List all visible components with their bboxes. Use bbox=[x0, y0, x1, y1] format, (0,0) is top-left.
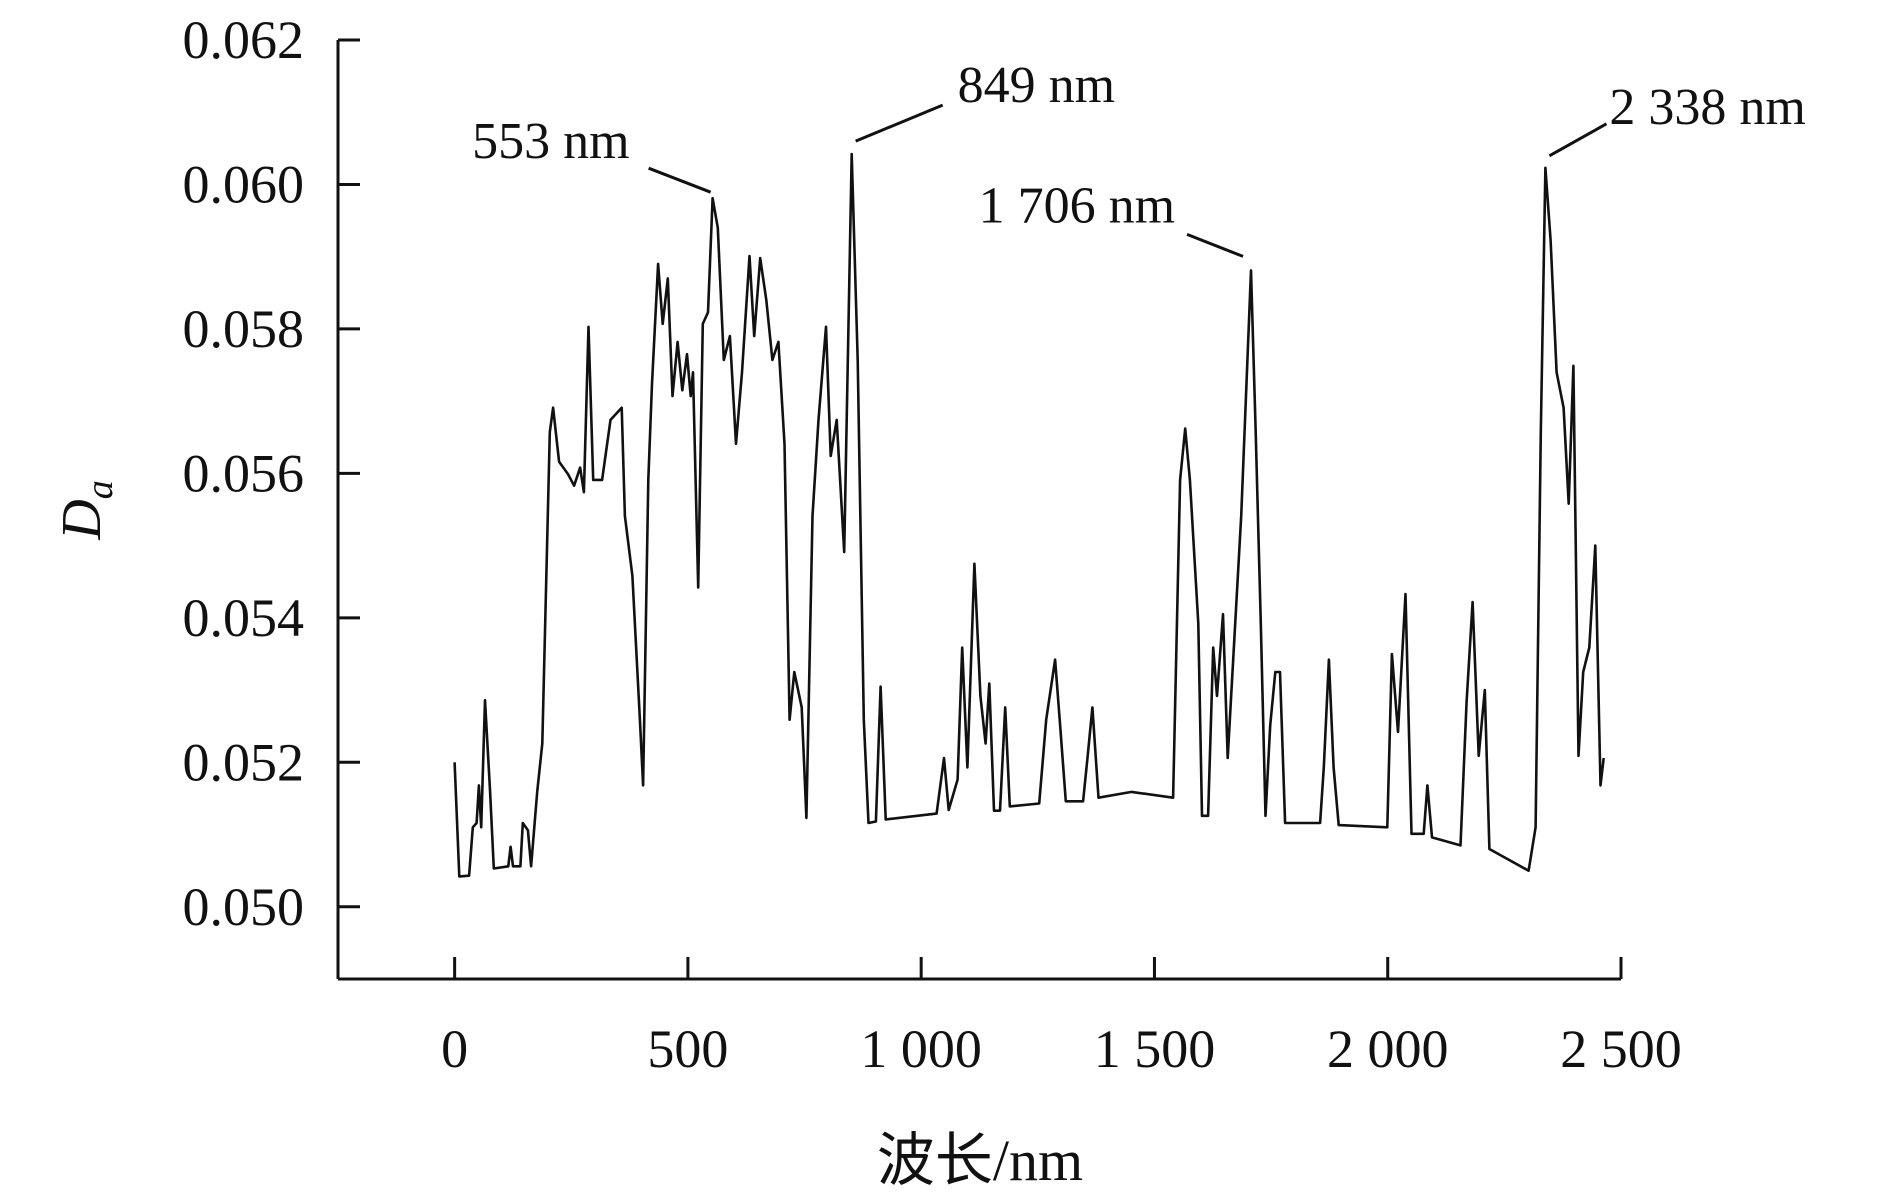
x-tick-label: 0 bbox=[441, 1019, 468, 1079]
x-tick-label: 1 500 bbox=[1094, 1019, 1216, 1079]
y-tick-label: 0.060 bbox=[183, 154, 305, 214]
y-tick-label: 0.056 bbox=[183, 443, 305, 503]
annotation-label: 849 nm bbox=[958, 57, 1115, 114]
data-line bbox=[453, 152, 1605, 878]
annotation-leader bbox=[1548, 122, 1608, 158]
annotation-label: 553 nm bbox=[472, 113, 629, 170]
y-tick-label: 0.054 bbox=[183, 588, 305, 648]
y-axis-label: Da bbox=[51, 480, 121, 540]
y-axis-label-main: D bbox=[51, 499, 113, 540]
y-tick-label: 0.050 bbox=[183, 877, 305, 937]
annotation-leader bbox=[855, 103, 944, 143]
y-tick-label: 0.058 bbox=[183, 299, 305, 359]
y-axis-label-sub: a bbox=[79, 480, 121, 499]
x-tick-label: 1 000 bbox=[860, 1019, 982, 1079]
y-tick-label: 0.052 bbox=[183, 732, 305, 792]
x-tick-label: 2 000 bbox=[1327, 1019, 1449, 1079]
x-tick-label: 500 bbox=[647, 1019, 728, 1079]
x-tick-label: 2 500 bbox=[1560, 1019, 1682, 1079]
annotation-label: 1 706 nm bbox=[979, 177, 1175, 234]
y-tick-label: 0.062 bbox=[183, 10, 305, 70]
x-axis-label: 波长/nm bbox=[877, 1128, 1083, 1193]
annotation-leader bbox=[648, 166, 712, 194]
annotation-label: 2 338 nm bbox=[1609, 79, 1805, 136]
annotation-leader bbox=[1186, 233, 1244, 258]
